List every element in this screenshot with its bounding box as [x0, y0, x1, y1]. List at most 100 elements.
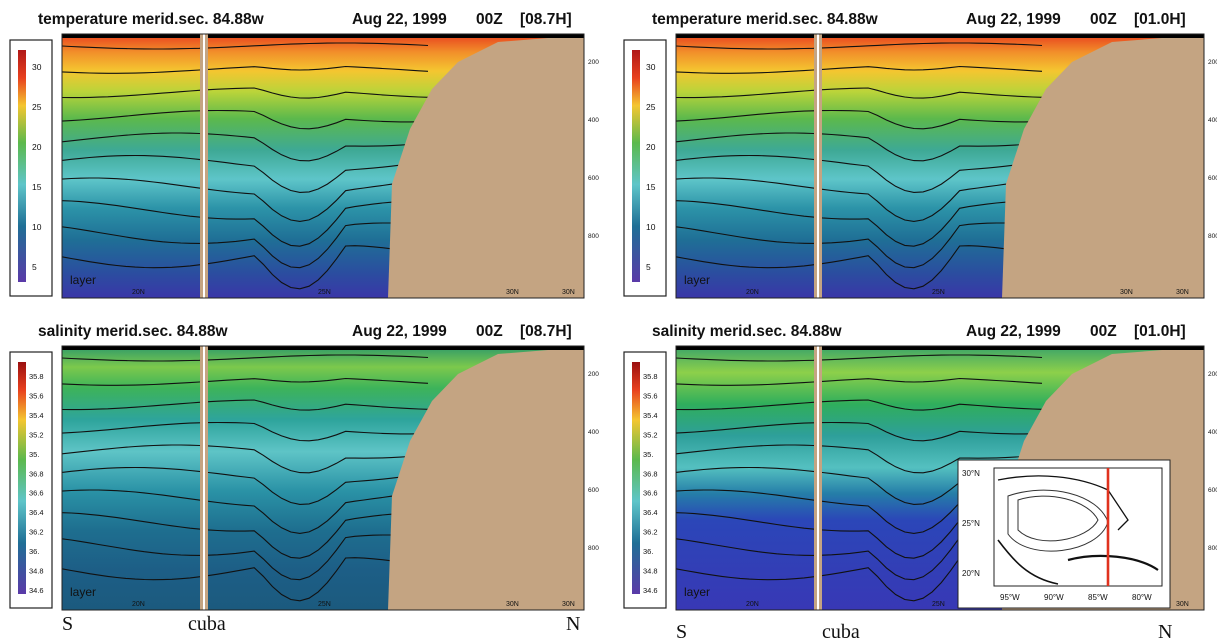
contour-line [61, 511, 429, 559]
depth-tick-label: 600 [588, 175, 599, 182]
inset-lat-label: 25°N [962, 519, 980, 528]
land-mass [1002, 38, 1204, 298]
colorbar-tick-label: 36.2 [643, 528, 658, 537]
contour-line [61, 354, 429, 362]
x-tick-label: 25N [932, 289, 945, 296]
inset-lon-label: 80°W [1132, 593, 1152, 602]
contour-line [675, 65, 1043, 74]
colorbar-tick-label: 36.6 [29, 489, 44, 498]
colorbar-tick-label: 36.4 [29, 508, 44, 517]
colorbar-tick-label: 35.4 [643, 411, 658, 420]
colorbar [18, 362, 26, 594]
section-frame [675, 33, 1205, 299]
panel-tag: [01.0H] [1134, 11, 1186, 28]
contour-line [675, 87, 1043, 99]
colorbar-tick-label: 35. [643, 450, 653, 459]
contour-line [675, 421, 1043, 442]
inset-lon-label: 90°W [1044, 593, 1064, 602]
colorbar-tick-label: 5 [646, 262, 651, 272]
land-mass [388, 350, 584, 610]
x-tick-label: 20N [746, 601, 759, 608]
colorbar-tick-label: 35.2 [643, 430, 658, 439]
x-tick-label: 25N [318, 601, 331, 608]
depth-tick-label: 800 [588, 545, 599, 552]
colorbar-tick-label: 36.2 [29, 528, 44, 537]
colorbar-tick-label: 34.8 [29, 567, 44, 576]
footer-left-south: S [62, 613, 73, 635]
colorbar-tick-label: 36. [643, 547, 653, 556]
contour-line [61, 444, 429, 474]
contour-line [675, 109, 1043, 130]
x-tick-label: 30N [1176, 601, 1189, 608]
colorbar-frame [623, 39, 667, 297]
panel-time: 00Z [476, 323, 503, 340]
depth-tick-label: 600 [1208, 175, 1217, 182]
contour-line [61, 421, 429, 442]
footer-right-cuba: cuba [822, 621, 860, 641]
depth-tick-label: 400 [1208, 429, 1217, 436]
surface-band [676, 346, 1204, 350]
colorbar-tick-label: 15 [32, 182, 42, 192]
inset-cuba-outline [1067, 554, 1159, 571]
colorbar-tick-label: 30 [646, 62, 656, 72]
panel-time: 00Z [1090, 11, 1117, 28]
colorbar-tick-label: 34.8 [643, 567, 658, 576]
surface-band [62, 346, 584, 350]
contour-line [61, 199, 429, 247]
x-tick-label: 20N [132, 601, 145, 608]
contour-line [61, 557, 429, 602]
footer-left-cuba: cuba [188, 613, 226, 635]
depth-tick-label: 200 [588, 371, 599, 378]
contour-line [675, 399, 1043, 411]
contour-line [61, 42, 429, 50]
land-mass [388, 38, 584, 298]
colorbar-tick-label: 35.6 [29, 391, 44, 400]
colorbar-tick-label: 35.8 [643, 372, 658, 381]
contour-line [61, 177, 429, 222]
section-frame [61, 345, 585, 611]
colorbar-frame [9, 39, 53, 297]
contour-line [61, 489, 429, 534]
surface-band [62, 34, 584, 38]
section-frame [61, 33, 585, 299]
colorbar-tick-label: 25 [32, 102, 42, 112]
inset-lat-label: 30°N [962, 469, 980, 478]
footer-left-north: N [566, 613, 580, 635]
colorbar [632, 50, 640, 282]
colorbar-tick-label: 35.2 [29, 430, 44, 439]
panel-tag: [08.7H] [520, 323, 572, 340]
contour-line [675, 377, 1043, 386]
layer-label: layer [70, 273, 96, 287]
depth-tick-label: 400 [588, 429, 599, 436]
colorbar [18, 50, 26, 282]
contour-line [675, 132, 1043, 162]
colorbar-tick-label: 30 [32, 62, 42, 72]
colorbar-tick-label: 35. [29, 450, 39, 459]
x-tick-label: 30N [562, 289, 575, 296]
depth-tick-label: 200 [588, 59, 599, 66]
depth-tick-label: 200 [1208, 59, 1217, 66]
inset-map-axes [993, 467, 1163, 587]
depth-tick-label: 800 [1208, 233, 1217, 240]
panel-date: Aug 22, 1999 [966, 323, 1061, 340]
panel-date: Aug 22, 1999 [352, 323, 447, 340]
colorbar-tick-label: 36.8 [29, 469, 44, 478]
colorbar-tick-label: 35.6 [643, 391, 658, 400]
inset-lon-label: 95°W [1000, 593, 1020, 602]
contour-line [675, 42, 1043, 50]
colorbar-frame [9, 351, 53, 609]
panel-4: salinity merid.sec. 84.88w Aug 22, 1999 00… [623, 323, 1217, 611]
depth-tick-label: 600 [588, 487, 599, 494]
panel-title: temperature merid.sec. 84.88w [38, 11, 265, 28]
x-tick-label: 20N [132, 289, 145, 296]
contour-line [61, 466, 429, 505]
colorbar-tick-label: 34.6 [29, 586, 44, 595]
colorbar-tick-label: 20 [32, 142, 42, 152]
contour-line [675, 199, 1043, 247]
surface-band [676, 34, 1204, 38]
contour-line [675, 222, 1043, 269]
panel-title: salinity merid.sec. 84.88w [38, 323, 228, 340]
panel-date: Aug 22, 1999 [352, 11, 447, 28]
colorbar-tick-label: 5 [32, 262, 37, 272]
